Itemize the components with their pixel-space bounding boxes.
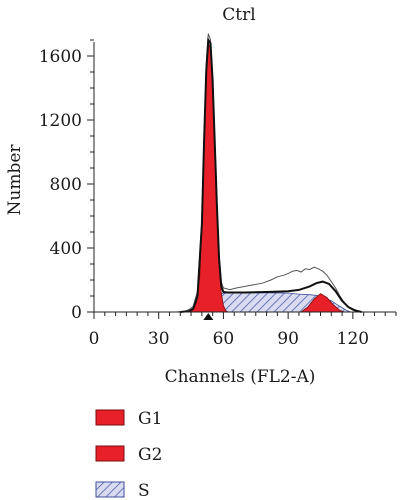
plot-area: 0 400 800 1200 1600 0 30 60 90 120	[39, 33, 397, 349]
x-tick-label: 90	[277, 329, 299, 349]
y-tick-label: 400	[50, 239, 82, 259]
legend-swatch-g1	[95, 409, 125, 426]
legend-swatch-s	[95, 481, 125, 498]
legend: G1 G2 S	[95, 409, 162, 500]
trace-lines	[175, 33, 364, 313]
legend-swatch-g2	[95, 445, 125, 462]
y-axis-label: Number	[5, 144, 25, 216]
y-tick-label: 1600	[39, 47, 82, 67]
x-tick-label: 120	[337, 329, 369, 349]
y-tick-label: 1200	[39, 111, 82, 131]
x-tick-label: 60	[213, 329, 235, 349]
axes: 0 400 800 1200 1600 0 30 60 90 120	[39, 39, 397, 349]
chart-title: Ctrl	[222, 5, 255, 25]
legend-label-s: S	[138, 481, 150, 500]
x-tick-label: 0	[89, 329, 100, 349]
legend-label-g1: G1	[138, 409, 162, 429]
series-area-g1	[187, 43, 228, 313]
peak-marker-icon	[203, 313, 214, 320]
y-tick-label: 800	[50, 175, 82, 195]
fit-line	[180, 37, 362, 313]
y-tick-label: 0	[71, 303, 82, 323]
x-tick-label: 30	[148, 329, 170, 349]
legend-label-g2: G2	[138, 445, 162, 465]
x-axis-label: Channels (FL2-A)	[165, 367, 316, 387]
